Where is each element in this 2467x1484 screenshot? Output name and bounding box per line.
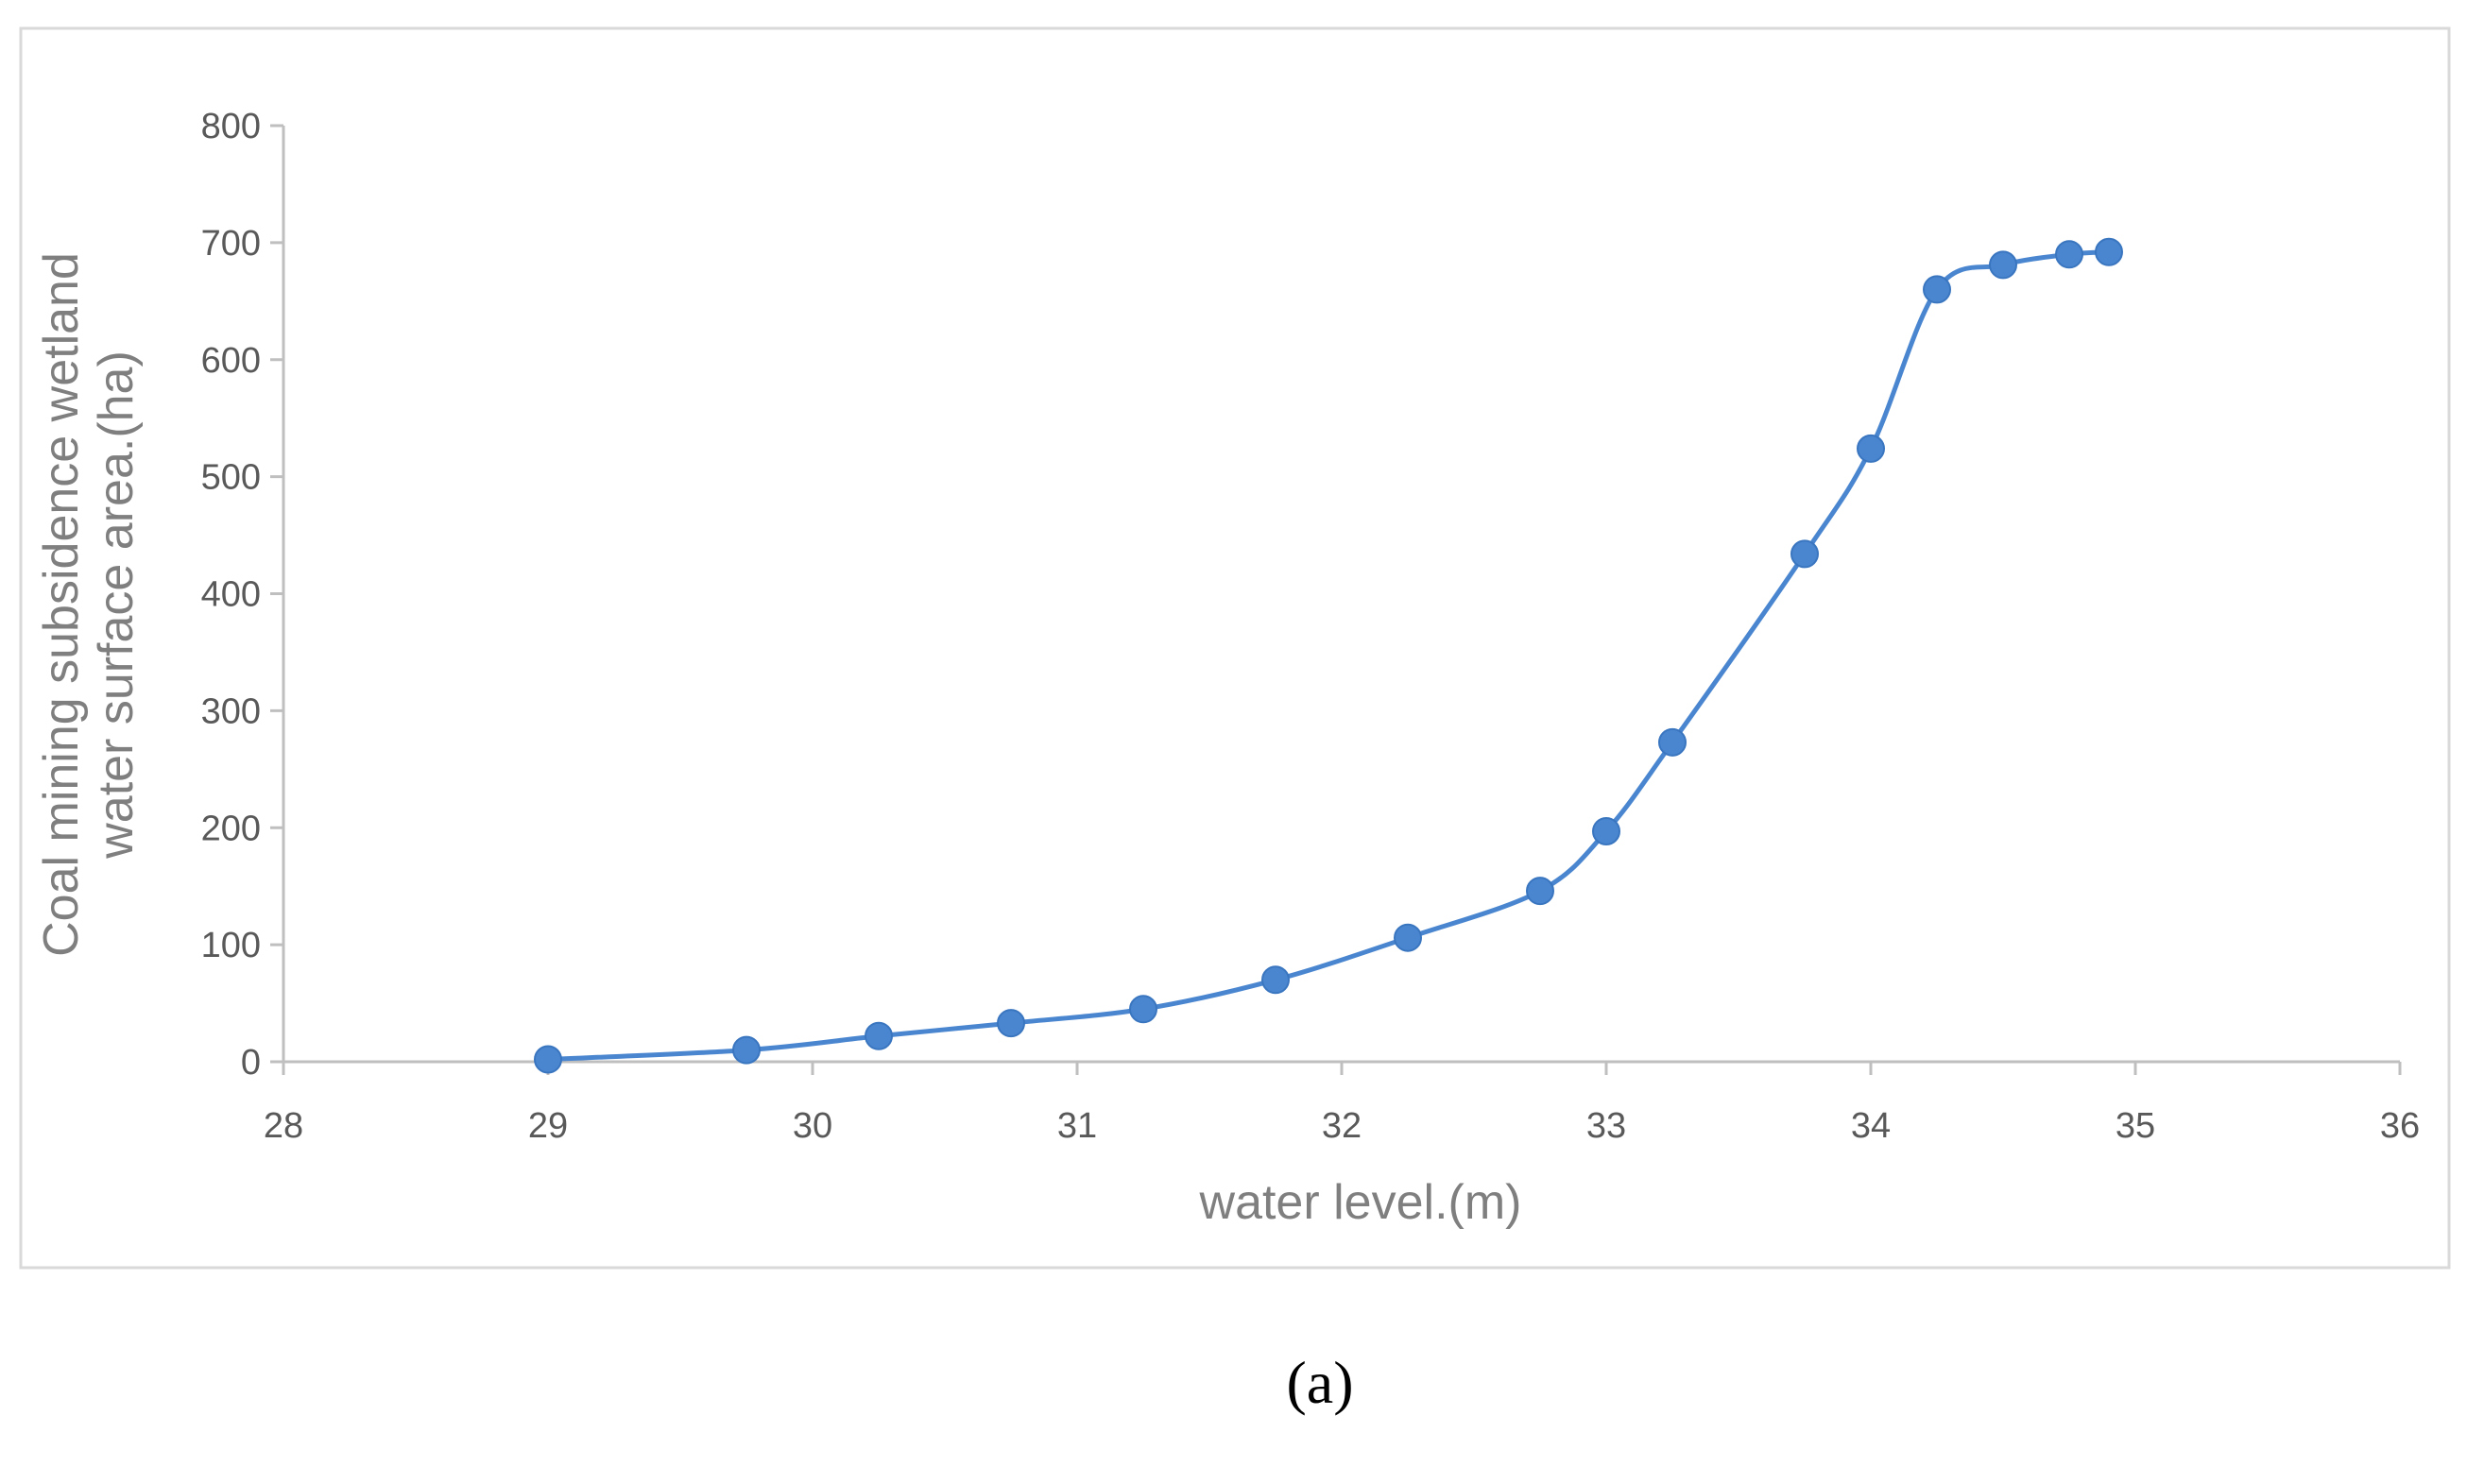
data-point [1658, 727, 1687, 757]
x-tick-label: 36 [2380, 1106, 2420, 1146]
chart-frame [19, 26, 2451, 1270]
data-point [732, 1035, 761, 1065]
x-tick-label: 35 [2116, 1106, 2155, 1146]
y-axis-title-line-1: Coal mining subsidence wetland [34, 252, 89, 957]
x-tick-label: 28 [264, 1106, 303, 1146]
y-tick-label: 0 [241, 1043, 261, 1083]
x-tick-label: 33 [1586, 1106, 1626, 1146]
y-tick-label: 500 [201, 458, 261, 498]
y-axis-title-line-2: water surface area.(ha) [89, 350, 144, 860]
y-tick-label: 700 [201, 224, 261, 264]
y-tick-label: 800 [201, 107, 261, 146]
data-point [1129, 995, 1157, 1024]
y-tick-label: 400 [201, 575, 261, 615]
data-point [1857, 434, 1885, 463]
y-tick-label: 300 [201, 691, 261, 731]
data-point [1261, 965, 1290, 995]
data-point [1790, 539, 1819, 569]
data-point [2055, 240, 2083, 269]
data-point [1526, 877, 1554, 906]
panel-label: (a) [1286, 1349, 1353, 1416]
y-tick-label: 200 [201, 809, 261, 848]
data-point [1592, 816, 1620, 845]
data-point [1394, 923, 1422, 952]
plot-area: 0 100 200 300 400 500 600 700 800 28 29 30 31 32 33 34 3… [201, 107, 2421, 1146]
x-axis-title: water level.(m) [1199, 1175, 1522, 1230]
y-tick-label: 600 [201, 341, 261, 381]
data-point [534, 1045, 562, 1074]
x-tick-label: 34 [1851, 1106, 1891, 1146]
x-tick-label: 29 [528, 1106, 568, 1146]
x-tick-label: 31 [1057, 1106, 1097, 1146]
data-point [1989, 250, 2017, 280]
data-point [997, 1009, 1025, 1038]
data-point [865, 1021, 893, 1050]
y-tick-label: 100 [201, 926, 261, 965]
x-tick-label: 32 [1322, 1106, 1362, 1146]
x-tick-label: 30 [793, 1106, 832, 1146]
data-point [2095, 237, 2123, 266]
data-point [1923, 275, 1951, 304]
